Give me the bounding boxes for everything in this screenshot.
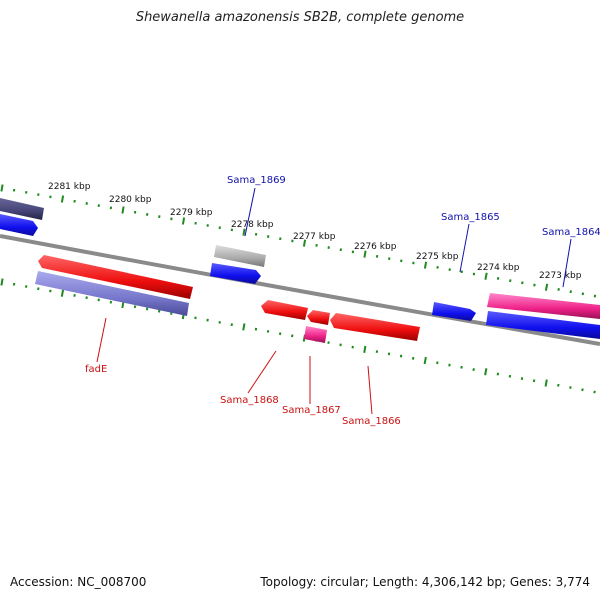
gene-label-sama1867: Sama_1867 (282, 405, 341, 416)
major-tick (484, 368, 488, 376)
gene-gray-sama1869[interactable] (214, 245, 266, 267)
gene-red-sama1866[interactable] (330, 313, 420, 341)
major-tick (242, 228, 246, 236)
minor-tick (436, 361, 439, 365)
minor-tick (85, 296, 88, 300)
gene-label-sama1865: Sama_1865 (441, 212, 500, 223)
minor-tick (109, 300, 113, 304)
minor-tick (278, 332, 282, 336)
major-tick (121, 206, 125, 214)
minor-tick (460, 365, 463, 369)
major-tick (242, 323, 246, 331)
genome-backbone (0, 234, 600, 346)
minor-tick (254, 327, 258, 331)
minor-tick (49, 289, 52, 293)
genome-summary-text: Topology: circular; Length: 4,306,142 bp… (260, 575, 590, 589)
major-tick (363, 250, 367, 258)
gene-pink-sama1864[interactable] (487, 293, 600, 319)
minor-tick (509, 279, 512, 283)
kbp-label-2274: 2274 kbp (477, 263, 520, 273)
gene-red-fade[interactable] (38, 255, 193, 299)
leader-sama1868 (247, 350, 277, 394)
major-tick (423, 261, 428, 269)
minor-tick (291, 334, 294, 338)
minor-tick (496, 372, 500, 376)
minor-tick (266, 329, 270, 333)
major-tick (363, 345, 367, 353)
minor-tick (472, 368, 475, 371)
leader-fade (96, 317, 107, 363)
gene-label-sama1869: Sama_1869 (227, 175, 286, 186)
major-tick (484, 272, 488, 280)
minor-tick (569, 290, 572, 294)
gene-blue-right[interactable] (486, 311, 600, 339)
outer-tick-track (0, 184, 597, 298)
gene-pink-sama1867[interactable] (304, 326, 327, 343)
minor-tick (508, 374, 512, 378)
leader-sama1869 (244, 187, 256, 237)
gene-blue-left[interactable] (0, 214, 38, 236)
minor-tick (593, 294, 597, 298)
kbp-label-2275: 2275 kbp (416, 252, 459, 262)
major-tick (60, 195, 65, 203)
minor-tick (73, 294, 76, 297)
minor-tick (581, 292, 585, 296)
kbp-label-2280: 2280 kbp (109, 195, 152, 205)
major-tick (544, 283, 549, 291)
kbp-label-2281: 2281 kbp (48, 182, 91, 192)
gene-red-sama1867[interactable] (307, 310, 330, 325)
accession-text: Accession: NC_008700 (10, 575, 147, 589)
leader-sama1866 (367, 365, 373, 415)
minor-tick (521, 281, 524, 285)
gene-slate-fade[interactable] (35, 271, 189, 316)
gene-label-fade: fadE (85, 364, 107, 375)
major-tick (0, 278, 4, 286)
kbp-label-2276: 2276 kbp (354, 242, 397, 252)
major-tick (0, 184, 4, 192)
minor-tick (97, 298, 100, 302)
leader-sama1865 (459, 223, 470, 273)
major-tick (544, 379, 548, 387)
minor-tick (230, 323, 233, 327)
kbp-label-2278: 2278 kbp (231, 220, 274, 230)
map-title: Shewanella amazonensis SB2B, complete ge… (135, 10, 465, 25)
minor-tick (133, 305, 137, 309)
minor-tick (533, 283, 536, 287)
gene-label-sama1868: Sama_1868 (220, 395, 279, 406)
gene-label-sama1864: Sama_1864 (542, 227, 600, 238)
gene-dark-left[interactable] (0, 198, 44, 220)
gene-red-sama1868[interactable] (261, 300, 308, 320)
gene-label-sama1866: Sama_1866 (342, 416, 401, 427)
minor-tick (411, 356, 415, 360)
minor-tick (557, 288, 560, 291)
gene-blue-sama1865[interactable] (432, 302, 476, 321)
minor-tick (448, 363, 451, 367)
minor-tick (593, 390, 596, 394)
major-tick (302, 239, 307, 247)
major-tick (423, 356, 427, 365)
kbp-label-2279: 2279 kbp (170, 208, 213, 218)
major-tick (60, 289, 65, 297)
minor-tick (327, 341, 330, 345)
major-tick (181, 217, 186, 225)
kbp-label-2277: 2277 kbp (293, 232, 336, 242)
gene-blue-sama1869[interactable] (210, 263, 261, 284)
leader-sama1864 (562, 238, 572, 288)
kbp-label-2273: 2273 kbp (539, 271, 582, 281)
